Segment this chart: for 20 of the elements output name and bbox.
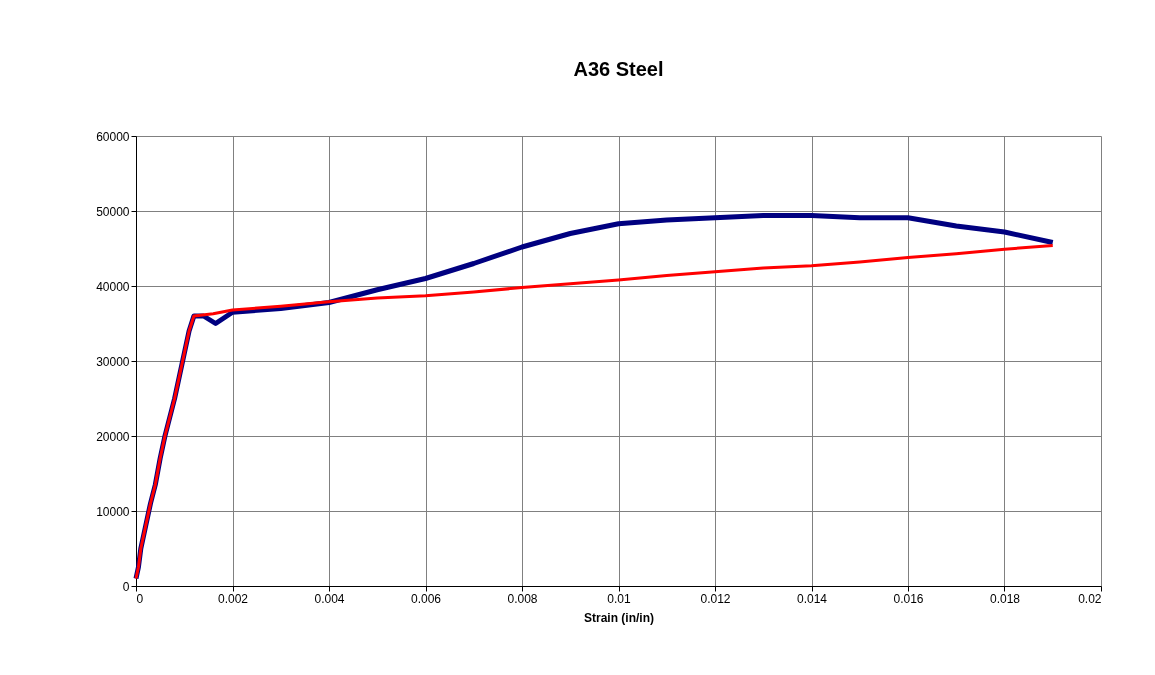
y-tick-label: 0 <box>122 579 130 594</box>
x-tick-label: 0.004 <box>314 591 345 606</box>
x-tick-label: 0.006 <box>410 591 442 606</box>
x-axis-title: Strain (in/in) <box>584 610 654 625</box>
x-tick-label: 0.016 <box>893 591 924 606</box>
x-tick-label: 0.018 <box>989 591 1021 606</box>
x-tick-label: 0.002 <box>217 591 249 606</box>
y-tick-label: 20000 <box>96 429 130 444</box>
x-tick-label: 0.01 <box>607 591 631 606</box>
x-tick-label: 0.012 <box>700 591 731 606</box>
y-tick-label: 30000 <box>96 354 130 369</box>
x-tick-label: 0.008 <box>507 591 538 606</box>
x-tick-label: 0 <box>136 591 144 606</box>
x-tick-label: 0.02 <box>1078 591 1102 606</box>
y-tick-label: 40000 <box>96 279 130 294</box>
chart-title: A36 Steel <box>573 58 664 80</box>
x-tick-label: 0.014 <box>796 591 828 606</box>
y-tick-label: 10000 <box>96 504 130 519</box>
y-tick-label: 60000 <box>96 129 130 144</box>
y-tick-label: 50000 <box>96 204 130 219</box>
